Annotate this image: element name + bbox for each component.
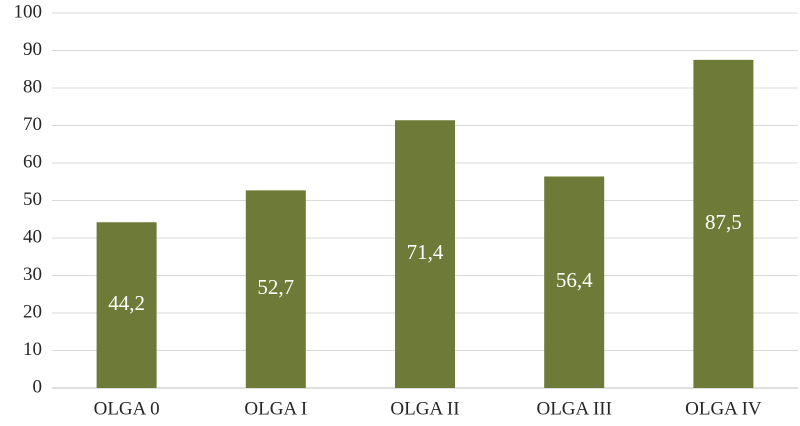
y-tick-label: 90 — [23, 39, 42, 60]
value-label: 52,7 — [257, 275, 294, 299]
value-label: 56,4 — [556, 268, 593, 292]
x-tick-label: OLGA II — [390, 398, 459, 419]
bar — [96, 222, 157, 388]
bar — [544, 176, 605, 388]
y-tick-label: 50 — [23, 189, 42, 210]
value-label: 71,4 — [407, 240, 444, 264]
y-tick-label: 10 — [23, 339, 42, 360]
y-tick-label: 70 — [23, 114, 42, 135]
y-tick-label: 40 — [23, 226, 42, 247]
x-tick-label: OLGA III — [536, 398, 611, 419]
y-tick-label: 100 — [14, 1, 43, 22]
value-label: 44,2 — [108, 291, 145, 315]
x-tick-label: OLGA I — [244, 398, 307, 419]
bar — [245, 190, 306, 388]
value-label: 87,5 — [705, 210, 742, 234]
x-tick-label: OLGA 0 — [94, 398, 160, 419]
y-tick-label: 0 — [33, 376, 43, 397]
y-tick-label: 30 — [23, 264, 42, 285]
y-tick-label: 60 — [23, 151, 42, 172]
x-tick-label: OLGA IV — [685, 398, 762, 419]
y-tick-label: 80 — [23, 76, 42, 97]
y-tick-label: 20 — [23, 301, 42, 322]
bar — [693, 59, 754, 388]
bar — [395, 120, 455, 388]
